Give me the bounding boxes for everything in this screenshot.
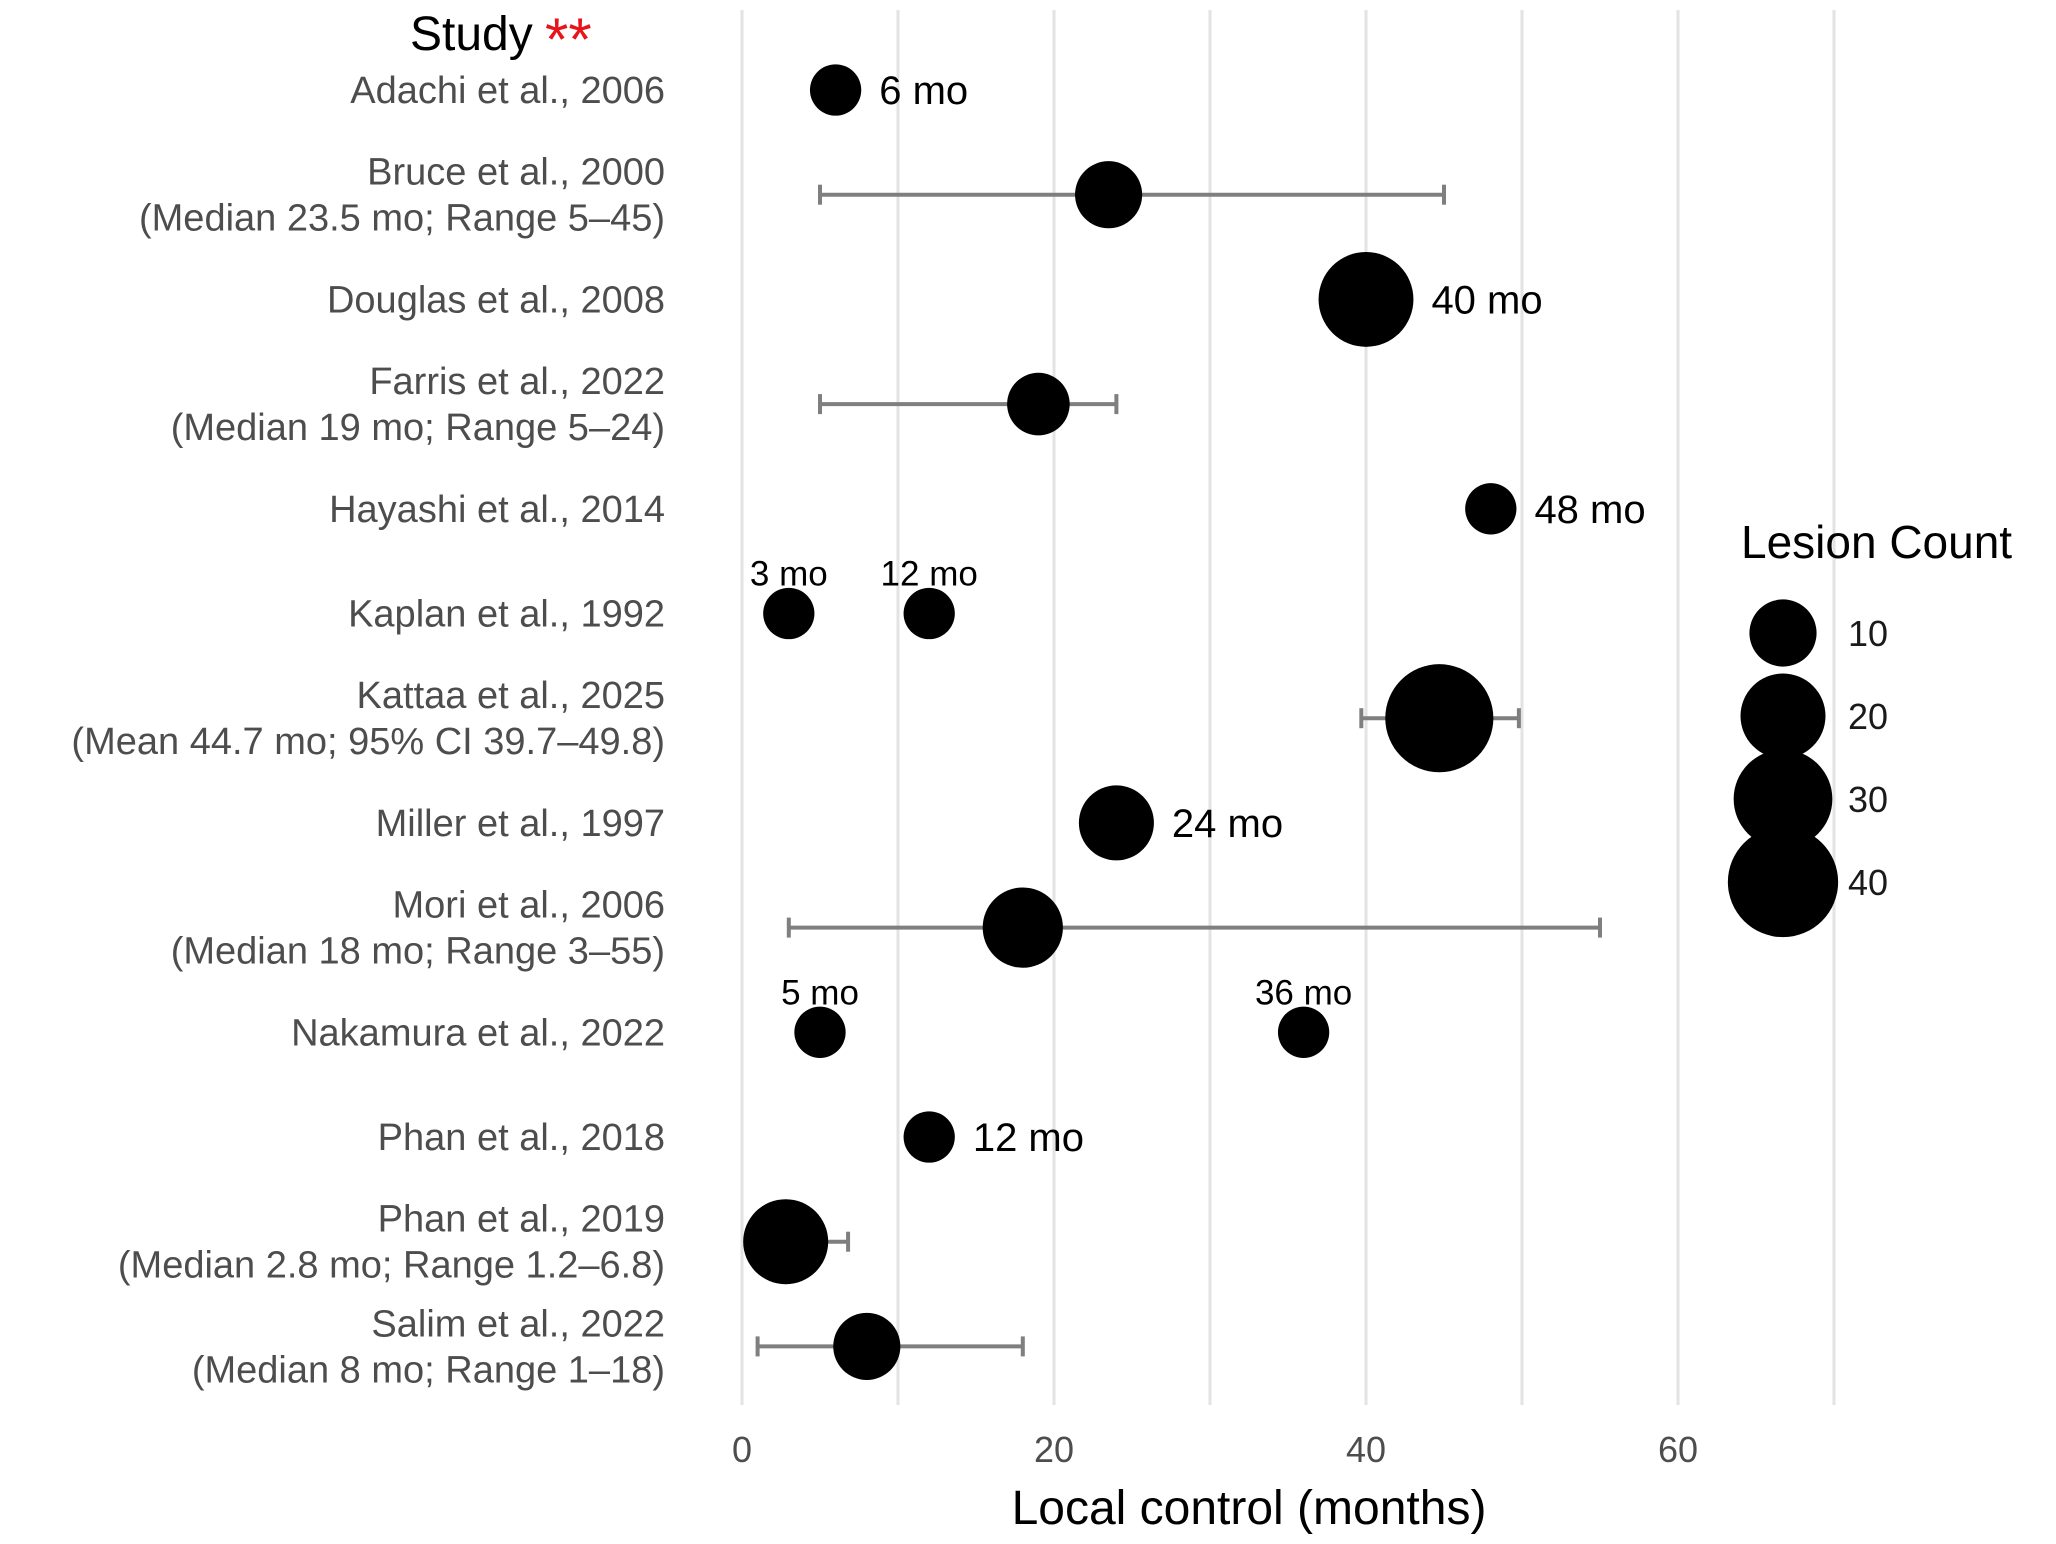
legend-label: 10 bbox=[1848, 613, 1888, 654]
data-point bbox=[794, 1006, 846, 1058]
data-point bbox=[763, 587, 815, 640]
labels-layer: 0 20 40 60 Adachi et al., 2006 6 mo Bruce et a… bbox=[71, 69, 1698, 1470]
data-label: 24 mo bbox=[1172, 802, 1283, 846]
legend-label: 40 bbox=[1848, 862, 1888, 903]
legend-label: 30 bbox=[1848, 779, 1888, 820]
legend-label: 20 bbox=[1848, 696, 1888, 737]
study-label: Bruce et al., 2000 (Median 23.5 mo; Range… bbox=[139, 152, 665, 240]
study-label: Adachi et al., 2006 bbox=[350, 70, 665, 112]
data-point bbox=[1277, 1006, 1330, 1058]
legend-key bbox=[1740, 673, 1826, 759]
data-point bbox=[903, 587, 955, 640]
legend-title: Lesion Count bbox=[1741, 516, 2012, 568]
data-label: 5 mo bbox=[781, 973, 859, 1012]
data-point bbox=[809, 64, 862, 116]
x-tick-label: 60 bbox=[1658, 1429, 1698, 1470]
study-label: Hayashi et al., 2014 bbox=[329, 489, 665, 531]
x-tick-label: 40 bbox=[1346, 1429, 1386, 1470]
x-axis-title: Local control (months) bbox=[1012, 1482, 1487, 1535]
x-tick-label: 0 bbox=[732, 1429, 752, 1470]
data-point bbox=[833, 1312, 901, 1380]
data-label: 40 mo bbox=[1431, 278, 1542, 322]
data-point bbox=[982, 887, 1063, 968]
legend-key bbox=[1749, 599, 1817, 667]
study-label: Kattaa et al., 2025 (Mean 44.7 mo; 95% CI… bbox=[71, 675, 665, 763]
data-point bbox=[903, 1111, 955, 1163]
data-label: 6 mo bbox=[879, 69, 968, 113]
data-point bbox=[1007, 372, 1070, 436]
data-label: 12 mo bbox=[973, 1116, 1084, 1160]
study-label: Phan et al., 2019 (Median 2.8 mo; Range 1… bbox=[118, 1199, 665, 1287]
size-legend: Lesion Count 10 20 30 40 bbox=[1727, 516, 2012, 938]
legend-key bbox=[1733, 749, 1833, 849]
legend-key bbox=[1727, 826, 1839, 938]
study-label: Nakamura et al., 2022 bbox=[291, 1012, 665, 1054]
data-point bbox=[1078, 785, 1154, 861]
data-point bbox=[1075, 161, 1143, 229]
x-tick-label: 20 bbox=[1034, 1429, 1074, 1470]
study-label: Farris et al., 2022 (Median 19 mo; Range … bbox=[171, 361, 665, 449]
data-label: 48 mo bbox=[1534, 488, 1645, 532]
study-label: Mori et al., 2006 (Median 18 mo; Range 3–… bbox=[171, 885, 665, 973]
grid-layer bbox=[740, 10, 1836, 1405]
data-point bbox=[743, 1199, 829, 1285]
study-label: Douglas et al., 2008 bbox=[327, 279, 665, 321]
data-point bbox=[1318, 251, 1414, 347]
study-label: Salim et al., 2022 (Median 8 mo; Range 1–… bbox=[192, 1303, 665, 1391]
data-label: 12 mo bbox=[881, 555, 978, 594]
data-point bbox=[1385, 664, 1494, 773]
data-point bbox=[1465, 483, 1517, 535]
data-label: 36 mo bbox=[1255, 973, 1352, 1012]
study-label: Miller et al., 1997 bbox=[376, 803, 665, 845]
header-mark: ** bbox=[545, 6, 592, 73]
error-bars-layer bbox=[755, 184, 1602, 1357]
header-title: Study bbox=[410, 8, 533, 61]
study-label: Kaplan et al., 1992 bbox=[348, 594, 665, 636]
data-label: 3 mo bbox=[750, 555, 828, 594]
points-layer bbox=[743, 64, 1517, 1380]
study-label: Phan et al., 2018 bbox=[378, 1117, 665, 1159]
